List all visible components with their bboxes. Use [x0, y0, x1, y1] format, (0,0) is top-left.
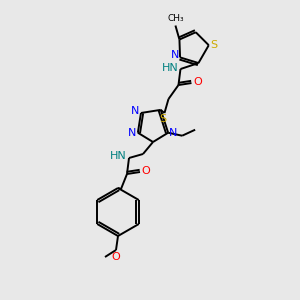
Text: O: O [142, 166, 150, 176]
Text: O: O [193, 77, 202, 87]
Text: N: N [128, 128, 136, 138]
Text: N: N [171, 50, 179, 60]
Text: HN: HN [162, 63, 179, 73]
Text: O: O [112, 252, 120, 262]
Text: S: S [159, 114, 166, 124]
Text: N: N [131, 106, 139, 116]
Text: HN: HN [110, 151, 126, 161]
Text: CH₃: CH₃ [167, 14, 184, 23]
Text: S: S [210, 40, 217, 50]
Text: N: N [169, 128, 177, 138]
